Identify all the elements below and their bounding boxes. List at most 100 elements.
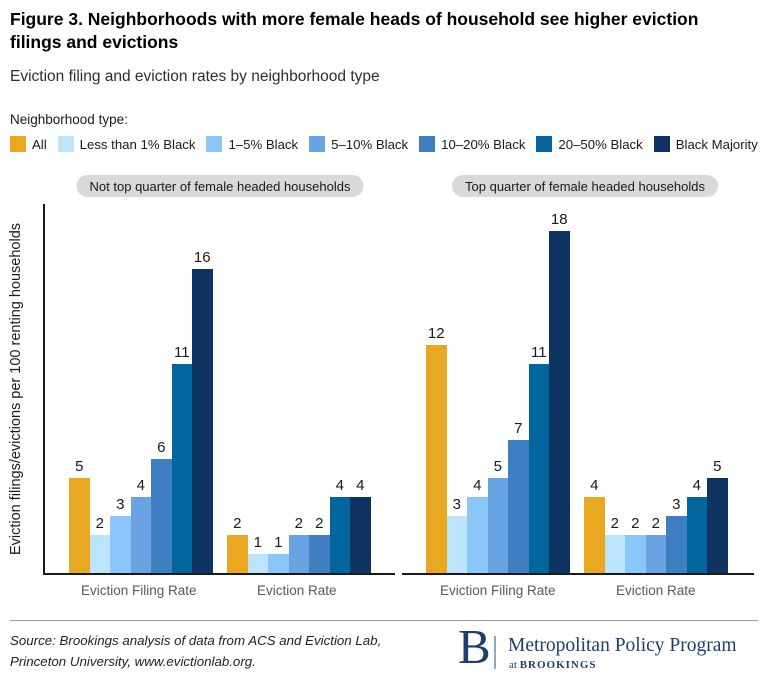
bar-value-label: 1 [274,534,283,551]
bar: 5 [69,458,90,573]
bar: 11 [528,344,549,573]
bar-value-label: 5 [713,458,722,475]
bar-value-label: 3 [672,496,681,513]
bar-value-label: 2 [651,515,660,532]
bar-value-label: 3 [116,496,125,513]
bar: 6 [151,439,172,573]
figure-subtitle: Eviction filing and eviction rates by ne… [10,68,380,85]
bar: 2 [227,515,248,573]
legend-item-label: Black Majority [675,136,758,152]
brookings-b-icon: B [458,619,491,674]
legend-item-label: 20–50% Black [558,136,643,152]
plot-area: 12 3 4 5 7 11 18 4 2 2 2 3 4 5 [402,204,754,575]
bar: 3 [110,496,131,573]
bar-value-label: 4 [692,477,701,494]
source-note: Source: Brookings analysis of data from … [10,633,382,669]
bar: 18 [549,211,570,573]
bar: 2 [89,515,110,573]
figure-title: Figure 3. Neighborhoods with more female… [10,9,699,53]
bar-value-label: 4 [473,477,482,494]
bar: 16 [192,249,213,573]
bar: 1 [268,534,289,573]
bar-value-label: 12 [427,325,445,342]
bar: 2 [645,515,666,573]
bar: 4 [467,477,488,573]
panel-header-not-top-quarter: Not top quarter of female headed househo… [76,175,364,197]
legend-item: Black Majority [653,136,758,152]
legend-item-label: 1–5% Black [228,136,299,152]
x-axis-category-label: Eviction Filing Rate [80,583,197,598]
bar: 4 [686,477,707,573]
bar-value-label: 2 [95,515,104,532]
legend-item: 20–50% Black [536,136,643,152]
bar-value-label: 18 [550,211,568,228]
bar-value-label: 4 [335,477,344,494]
x-axis-category-label: Eviction Filing Rate [439,583,556,598]
bar: 3 [666,496,687,573]
bar: 4 [329,477,350,573]
bar: 5 [487,458,508,573]
bar: 11 [171,344,192,573]
bar-value-label: 2 [610,515,619,532]
logo-brookings-text: BROOKINGS [519,659,597,671]
bar-value-label: 3 [452,496,461,513]
legend-title: Neighborhood type: [10,112,128,127]
bar-value-label: 5 [75,458,84,475]
x-axis-category-label: Eviction Rate [615,583,696,598]
bar-value-label: 4 [136,477,145,494]
logo-program-name: Metropolitan Policy Program [508,635,737,656]
legend-item: 1–5% Black [206,136,298,152]
bar-value-label: 11 [173,344,190,361]
chart-panel-not-top-quarter: 5 2 3 4 6 11 16 2 1 1 2 2 4 4 Eviction Filing Rate Evi… [43,204,395,614]
legend-swatch-icon [57,136,74,152]
bar: 4 [584,477,605,573]
bar: 7 [508,420,529,573]
x-axis-category-label: Eviction Rate [256,583,337,598]
bar: 4 [350,477,371,573]
bar-value-label: 6 [157,439,166,456]
bar-value-label: 16 [193,249,211,266]
bar-value-label: 1 [253,534,262,551]
brookings-logo: B Metropolitan Policy Program at BROOKIN… [458,622,768,676]
legend-swatch-icon [653,136,670,152]
legend-swatch-icon [419,136,436,152]
legend-item: Less than 1% Black [57,136,196,152]
bar-value-label: 2 [233,515,242,532]
panel-header-top-quarter: Top quarter of female headed households [452,175,718,197]
bar: 2 [625,515,646,573]
bar: 5 [707,458,728,573]
bar: 3 [446,496,467,573]
chart-panel-top-quarter: 12 3 4 5 7 11 18 4 2 2 2 3 4 5 Eviction Filing Rate Ev… [402,204,754,614]
bar-group: 12 3 4 5 7 11 18 [426,211,570,573]
footer-divider [10,620,758,621]
legend-swatch-icon [10,136,26,152]
bar: 4 [130,477,151,573]
legend-item: 10–20% Black [419,136,525,152]
plot-area: 5 2 3 4 6 11 16 2 1 1 2 2 4 4 [43,204,395,575]
legend-item-label: All [32,136,47,152]
bar-value-label: 11 [530,344,547,361]
legend-swatch-icon [536,136,553,152]
legend-item-label: 5–10% Black [331,136,409,152]
bar-value-label: 4 [356,477,365,494]
bar-value-label: 2 [315,515,324,532]
bar: 2 [309,515,330,573]
bar: 1 [247,534,268,573]
logo-at-text: at [509,659,520,671]
legend-item-label: Less than 1% Black [79,136,196,152]
legend: All Less than 1% Black 1–5% Black 5–10% Bla… [10,136,766,152]
bar-value-label: 7 [514,420,523,437]
bar: 12 [426,325,447,573]
bar-value-label: 2 [294,515,303,532]
bar-group: 5 2 3 4 6 11 16 [69,249,213,573]
legend-item: All [10,136,47,152]
bar-value-label: 4 [590,477,599,494]
bar-value-label: 2 [631,515,640,532]
legend-item-label: 10–20% Black [441,136,526,152]
bar: 2 [604,515,625,573]
legend-swatch-icon [309,136,326,152]
bar: 2 [288,515,309,573]
